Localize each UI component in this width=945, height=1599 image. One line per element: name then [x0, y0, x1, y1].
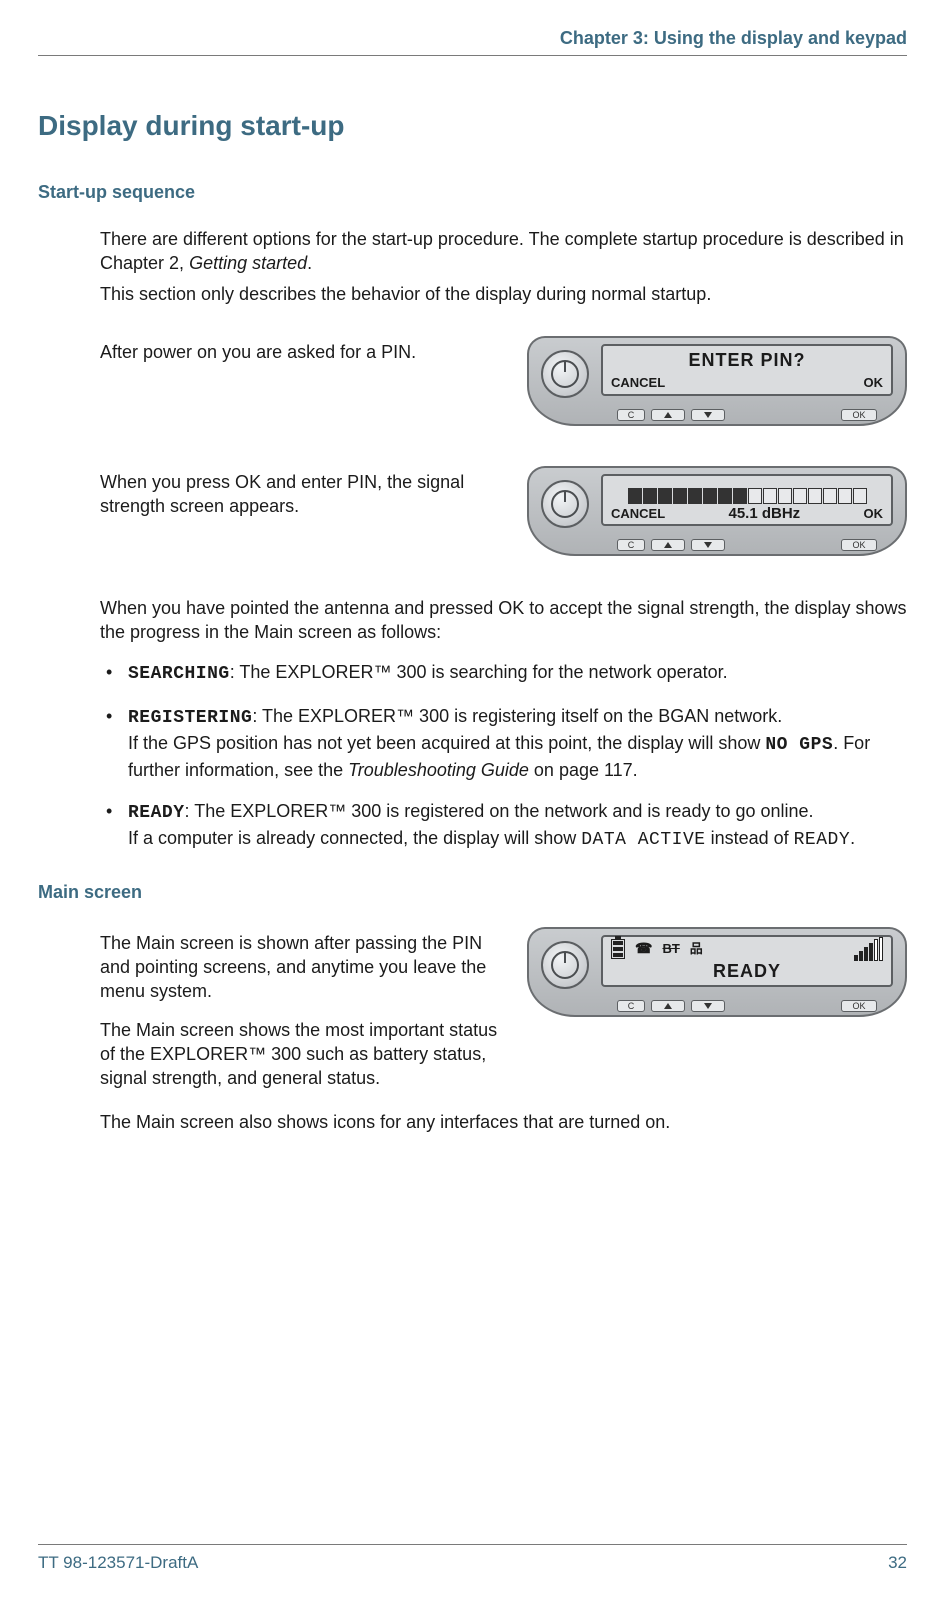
key-ok-icon: OK: [841, 539, 877, 551]
main-screen-block: The Main screen is shown after passing t…: [38, 927, 907, 1135]
power-button-icon: [541, 941, 589, 989]
chapter-title: Chapter 3: Using the display and keypad: [560, 28, 907, 48]
step-text-2: When you press OK and enter PIN, the sig…: [100, 466, 509, 519]
subheading-startup: Start-up sequence: [38, 182, 907, 203]
status-list: SEARCHING: The EXPLORER™ 300 is searchin…: [100, 660, 907, 853]
bluetooth-label: BT: [662, 940, 679, 958]
key-c-icon: C: [617, 1000, 645, 1012]
device-illustration-signal: CANCEL 45.1 dBHz OK C OK: [527, 466, 907, 556]
page-footer: TT 98-123571-DraftA 32: [38, 1544, 907, 1573]
keypad-icons: C OK: [617, 407, 877, 423]
doc-id: TT 98-123571-DraftA: [38, 1553, 198, 1573]
key-ok-icon: OK: [841, 1000, 877, 1012]
device-illustration-ready: ☎ BT 品 READY C OK: [527, 927, 907, 1017]
key-ok-icon: OK: [841, 409, 877, 421]
key-c-icon: C: [617, 409, 645, 421]
key-c-icon: C: [617, 539, 645, 551]
page-title: Display during start-up: [38, 110, 907, 142]
page-number: 32: [888, 1553, 907, 1573]
key-down-icon: [691, 539, 725, 551]
lan-icon: 品: [690, 940, 703, 958]
keypad-icons: C OK: [617, 537, 877, 553]
battery-icon: [611, 939, 625, 959]
lcd-left-label: CANCEL: [611, 505, 665, 523]
intro-paragraph-2: This section only describes the behavior…: [100, 282, 907, 306]
device-illustration-enter-pin: ENTER PIN? CANCEL OK C OK: [527, 336, 907, 426]
subheading-mainscreen: Main screen: [38, 882, 907, 903]
intro-paragraph-1: There are different options for the star…: [100, 227, 907, 276]
list-item: REGISTERING: The EXPLORER™ 300 is regist…: [100, 704, 907, 784]
signal-strength-icon: [854, 937, 883, 961]
keypad-icons: C OK: [617, 998, 877, 1014]
mainscreen-p2: The Main screen shows the most important…: [100, 1018, 509, 1091]
lcd-right-label: OK: [864, 505, 884, 523]
key-up-icon: [651, 1000, 685, 1012]
lcd-line1: ENTER PIN?: [603, 346, 891, 374]
key-up-icon: [651, 409, 685, 421]
page-header: Chapter 3: Using the display and keypad: [38, 28, 907, 56]
step-text-1: After power on you are asked for a PIN.: [100, 336, 509, 364]
phone-icon: ☎: [635, 939, 652, 958]
step-row-2: When you press OK and enter PIN, the sig…: [100, 466, 907, 566]
lcd-right-label: OK: [864, 374, 884, 392]
after-pointing-paragraph: When you have pointed the antenna and pr…: [100, 596, 907, 645]
list-item: SEARCHING: The EXPLORER™ 300 is searchin…: [100, 660, 907, 687]
key-down-icon: [691, 409, 725, 421]
step-row-1: After power on you are asked for a PIN. …: [100, 336, 907, 436]
key-up-icon: [651, 539, 685, 551]
signal-bars: [603, 476, 891, 504]
list-item: READY: The EXPLORER™ 300 is registered o…: [100, 799, 907, 853]
ready-status: READY: [611, 959, 883, 983]
signal-value: 45.1 dBHz: [728, 504, 800, 524]
mainscreen-p1: The Main screen is shown after passing t…: [100, 931, 509, 1004]
key-down-icon: [691, 1000, 725, 1012]
lcd-left-label: CANCEL: [611, 374, 665, 392]
body-content: There are different options for the star…: [38, 227, 907, 854]
power-button-icon: [541, 480, 589, 528]
power-button-icon: [541, 350, 589, 398]
mainscreen-p3: The Main screen also shows icons for any…: [100, 1110, 907, 1134]
